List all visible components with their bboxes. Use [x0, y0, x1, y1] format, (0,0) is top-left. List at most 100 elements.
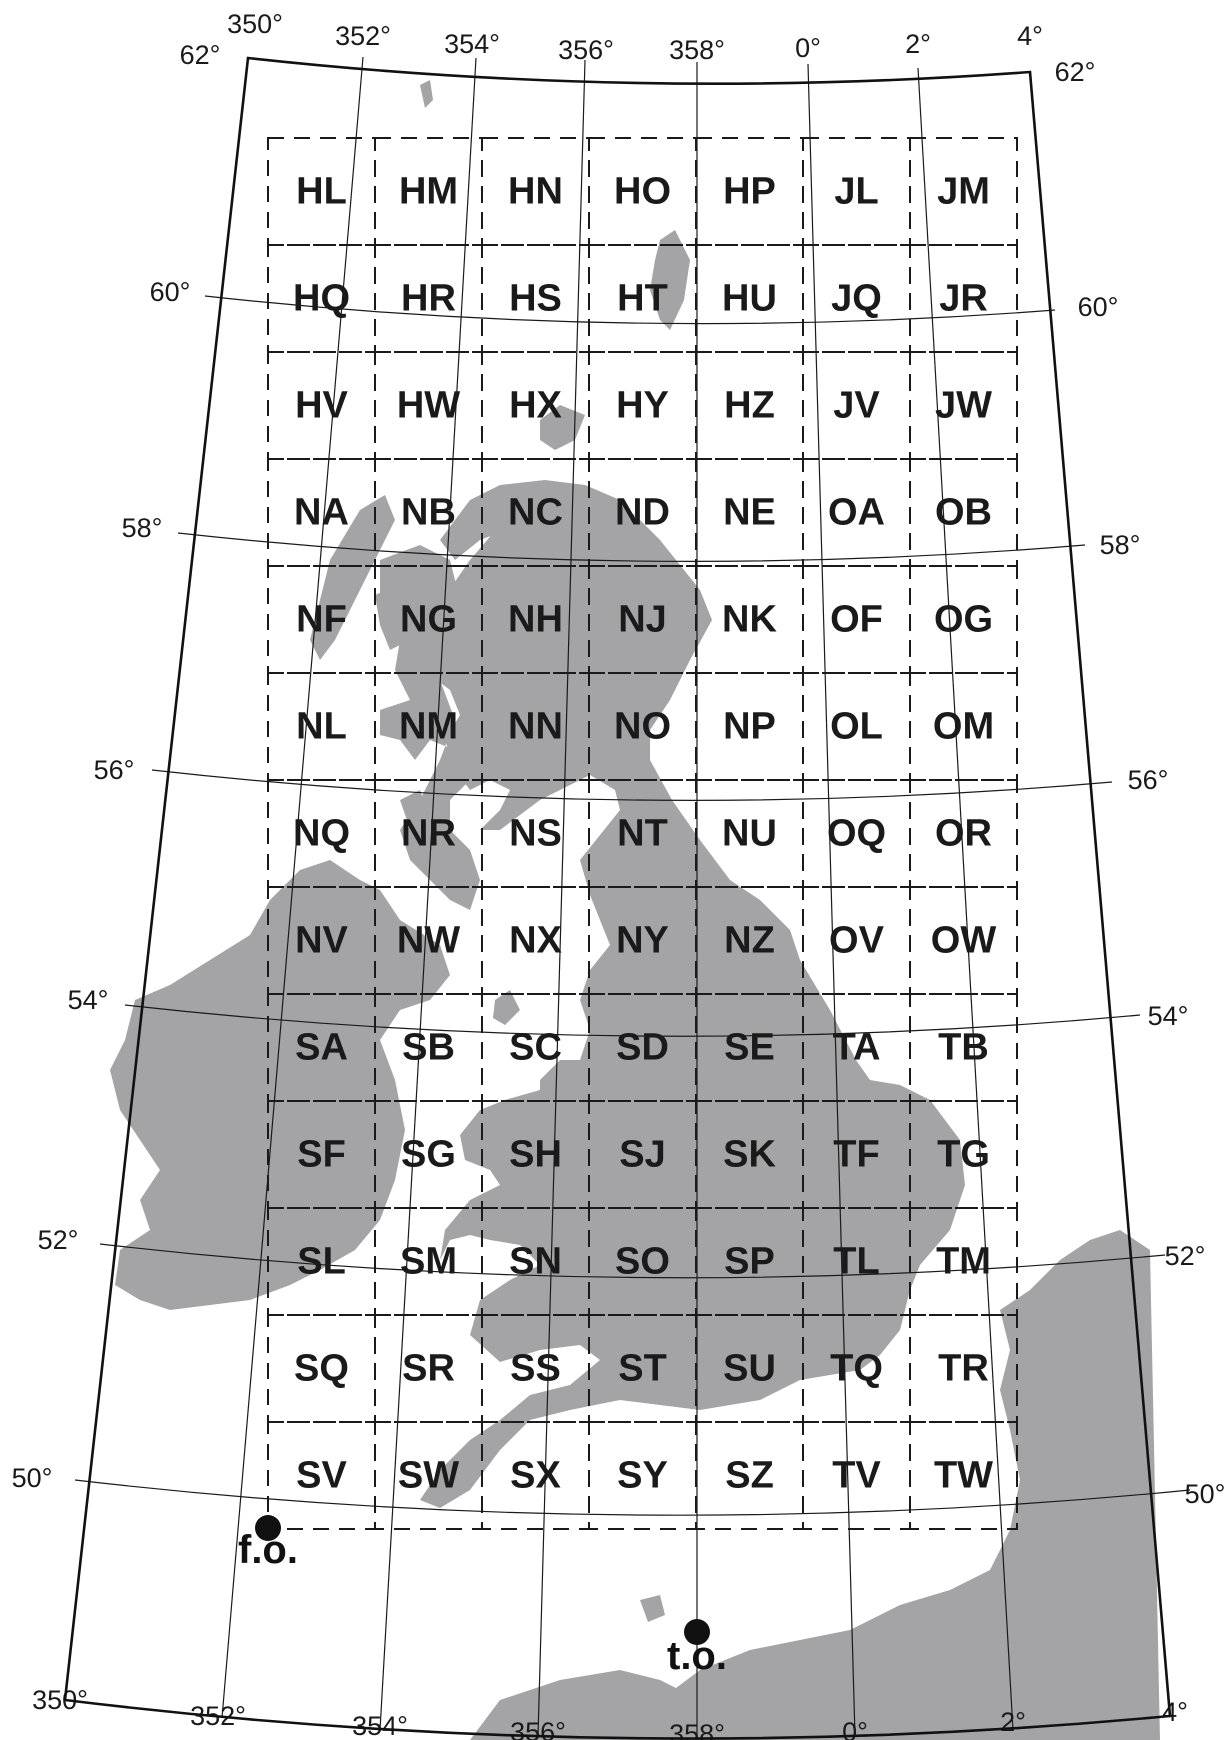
left-latitude-label: 62° — [180, 40, 221, 70]
grid-label-sg: SG — [401, 1134, 456, 1176]
national-grid-labels: HL HM HN HO HP JL JM HQ HR HS HT HU JQ JR HV HW HX HY HZ JV… — [293, 171, 996, 1497]
bottom-longitude-label: 350° — [32, 1685, 88, 1715]
top-longitude-label: 0° — [795, 33, 821, 63]
degree-labels: 350° 352° 354° 356° 358° 0° 2° 4°350°352° 354° 35… — [12, 9, 1226, 1740]
grid-label-sj: SJ — [619, 1134, 665, 1176]
grid-label-sx: SX — [510, 1455, 561, 1497]
grid-label-ob: OB — [935, 492, 992, 534]
grid-label-nh: NH — [508, 599, 563, 641]
grid-label-sa: SA — [295, 1027, 348, 1069]
national-grid-cells — [267, 137, 1018, 1530]
grid-label-ht: HT — [617, 278, 668, 320]
grid-label-nl: NL — [296, 706, 347, 748]
grid-label-nb: NB — [401, 492, 456, 534]
grid-label-nz: NZ — [724, 920, 775, 962]
grid-label-nw: NW — [397, 920, 460, 962]
grid-label-sc: SC — [509, 1027, 562, 1069]
true-origin-label: t.o. — [667, 1634, 727, 1678]
right-latitude-label: 58° — [1100, 530, 1141, 560]
left-latitude-label: 52° — [38, 1225, 79, 1255]
grid-label-tq: TQ — [830, 1348, 883, 1390]
fair-isle — [420, 80, 433, 108]
grid-label-ov: OV — [829, 920, 885, 962]
grid-label-sh: SH — [509, 1134, 562, 1176]
right-latitude-label: 56° — [1128, 765, 1169, 795]
grid-label-ny: NY — [616, 920, 669, 962]
grid-label-tw: TW — [934, 1455, 993, 1497]
grid-label-su: SU — [723, 1348, 776, 1390]
left-latitude-label: 60° — [150, 277, 191, 307]
parallel-line — [74, 1479, 1191, 1516]
anglesey — [500, 1098, 535, 1128]
grid-label-oa: OA — [828, 492, 885, 534]
brittany-coast — [470, 1670, 700, 1740]
grid-label-ss: SS — [510, 1348, 561, 1390]
grid-label-hl: HL — [296, 171, 347, 213]
grid-label-tv: TV — [832, 1455, 881, 1497]
grid-label-jm: JM — [937, 171, 990, 213]
grid-label-sm: SM — [400, 1241, 457, 1283]
grid-label-tb: TB — [938, 1027, 989, 1069]
grid-label-hr: HR — [401, 278, 456, 320]
isle-of-mull — [380, 700, 425, 740]
grid-label-ns: NS — [509, 813, 562, 855]
grid-label-jr: JR — [939, 278, 988, 320]
grid-label-or: OR — [935, 813, 992, 855]
orkney-islands — [540, 405, 585, 450]
grid-label-hv: HV — [295, 385, 348, 427]
meridian-line — [807, 63, 856, 1737]
meridian-line — [917, 67, 1014, 1731]
grid-label-nc: NC — [508, 492, 563, 534]
outer-hebrides — [310, 495, 395, 660]
left-latitude-label: 54° — [68, 985, 109, 1015]
grid-label-hz: HZ — [724, 385, 775, 427]
grid-label-jq: JQ — [831, 278, 882, 320]
true-origin-dot — [684, 1619, 710, 1645]
parallel-line — [177, 532, 1086, 562]
grid-label-tr: TR — [938, 1348, 989, 1390]
grid-label-hq: HQ — [293, 278, 350, 320]
grid-label-sz: SZ — [725, 1455, 774, 1497]
isle-of-man — [493, 990, 520, 1025]
isle-of-islay — [400, 790, 430, 835]
right-latitude-label: 54° — [1148, 1001, 1189, 1031]
grid-label-sk: SK — [723, 1134, 776, 1176]
grid-label-sf: SF — [297, 1134, 346, 1176]
grid-label-tf: TF — [833, 1134, 879, 1176]
grid-label-nm: NM — [399, 706, 458, 748]
bottom-longitude-label: 356° — [510, 1717, 566, 1740]
channel-islands — [640, 1595, 665, 1622]
grid-label-sd: SD — [616, 1027, 669, 1069]
false-origin-dot — [255, 1515, 281, 1541]
grid-label-sq: SQ — [294, 1348, 349, 1390]
false-origin-label: f.o. — [238, 1528, 298, 1572]
grid-label-jl: JL — [834, 171, 878, 213]
right-latitude-label: 50° — [1185, 1479, 1226, 1509]
grid-label-hn: HN — [508, 171, 563, 213]
grid-label-sw: SW — [398, 1455, 459, 1497]
grid-label-ow: OW — [931, 920, 997, 962]
grid-label-nk: NK — [722, 599, 777, 641]
top-longitude-label: 352° — [335, 21, 391, 51]
land-layer — [110, 80, 1160, 1740]
grid-label-sb: SB — [402, 1027, 455, 1069]
right-latitude-label: 60° — [1078, 292, 1119, 322]
scotland-highlands — [440, 480, 620, 560]
left-latitude-label: 56° — [94, 755, 135, 785]
grid-label-tg: TG — [937, 1134, 990, 1176]
shetland-islands — [650, 230, 690, 330]
grid-label-st: ST — [618, 1348, 667, 1390]
map-frame — [63, 56, 1172, 1740]
right-latitude-label: 52° — [1165, 1241, 1206, 1271]
top-longitude-label: 4° — [1017, 21, 1043, 51]
top-longitude-label: 2° — [905, 29, 931, 59]
grid-label-nu: NU — [722, 813, 777, 855]
grid-label-of: OF — [830, 599, 883, 641]
bottom-longitude-label: 0° — [842, 1717, 868, 1740]
meridian-line — [379, 57, 477, 1731]
grid-label-tm: TM — [936, 1241, 991, 1283]
great-britain-landmass — [420, 500, 965, 1508]
grid-label-hx: HX — [509, 385, 562, 427]
left-latitude-label: 50° — [12, 1463, 53, 1493]
